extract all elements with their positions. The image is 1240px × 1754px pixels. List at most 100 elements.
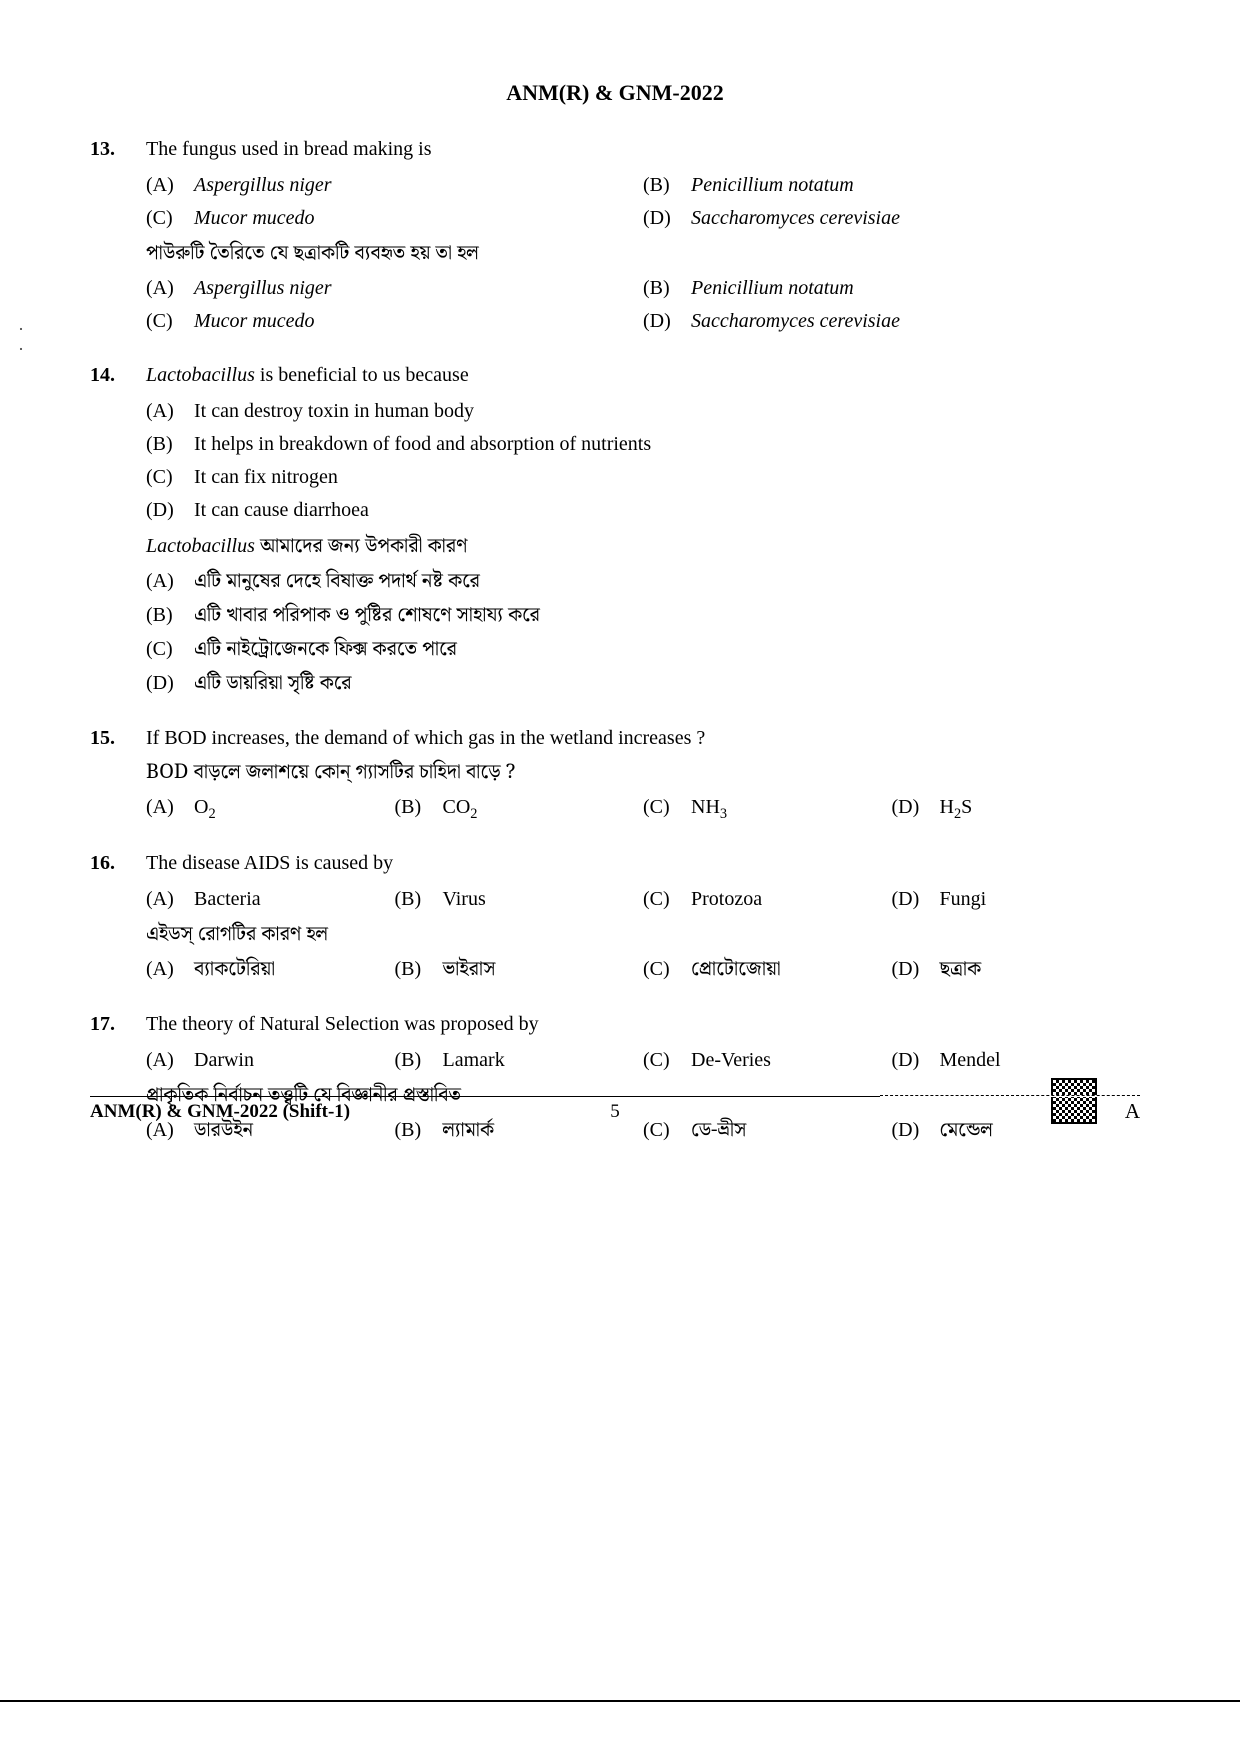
option-text: It can destroy toxin in human body: [194, 396, 1140, 427]
question-number: 15.: [90, 723, 146, 754]
question-stem-en: The disease AIDS is caused by: [146, 848, 1140, 879]
option-text: It can cause diarrhoea: [194, 495, 1140, 526]
option-text: ভাইরাস: [443, 955, 644, 986]
option-text: Saccharomyces cerevisiae: [691, 203, 1140, 234]
option-text: Aspergillus niger: [194, 170, 643, 201]
option-text: Penicillium notatum: [691, 170, 1140, 201]
option-text: H2S: [940, 792, 1141, 825]
question-stem-bn: পাউরুটি তৈরিতে যে ছত্রাকটি ব্যবহৃত হয় ত…: [146, 239, 1140, 270]
dashed-rule: [880, 1095, 1140, 1097]
option-text: Mucor mucedo: [194, 203, 643, 234]
option-text: এটি মানুষের দেহে বিষাক্ত পদার্থ নষ্ট করে: [194, 567, 1140, 598]
option-label: (A): [146, 1045, 194, 1076]
question-stem-bn: এইডস্ রোগটির কারণ হল: [146, 920, 1140, 951]
option-text: NH3: [691, 792, 892, 825]
option-text: It can fix nitrogen: [194, 462, 1140, 493]
option-text: O2: [194, 792, 395, 825]
option-label: (D): [892, 1045, 940, 1076]
option-label: (B): [643, 170, 691, 201]
option-text: Bacteria: [194, 884, 395, 915]
question-stem-en: The theory of Natural Selection was prop…: [146, 1009, 1140, 1040]
option-label: (A): [146, 954, 194, 985]
option-label: (B): [643, 273, 691, 304]
footer-exam-id: ANM(R) & GNM-2022 (Shift-1): [90, 1101, 350, 1123]
option-label: (D): [892, 884, 940, 915]
option-label: (D): [892, 792, 940, 823]
question-14: 14. Lactobacillus is beneficial to us be…: [90, 360, 1140, 701]
option-text: Mendel: [940, 1045, 1141, 1076]
option-label: (C): [146, 203, 194, 234]
option-text: It helps in breakdown of food and absorp…: [194, 429, 1140, 460]
option-text: Darwin: [194, 1045, 395, 1076]
question-stem-en: Lactobacillus is beneficial to us becaus…: [146, 360, 1140, 391]
option-label: (B): [395, 884, 443, 915]
option-label: (B): [395, 1045, 443, 1076]
option-label: (A): [146, 396, 194, 427]
option-text: Fungi: [940, 884, 1141, 915]
scan-artifact: ··: [18, 320, 24, 360]
option-label: (C): [146, 306, 194, 337]
question-16: 16. The disease AIDS is caused by (A)Bac…: [90, 848, 1140, 987]
question-stem-bn: Lactobacillus আমাদের জন্য উপকারী কারণ: [146, 531, 1140, 563]
option-label: (A): [146, 884, 194, 915]
option-label: (D): [643, 203, 691, 234]
option-label: (D): [643, 306, 691, 337]
question-15: 15. If BOD increases, the demand of whic…: [90, 723, 1140, 826]
option-text: Saccharomyces cerevisiae: [691, 306, 1140, 337]
option-label: (A): [146, 273, 194, 304]
question-number: 14.: [90, 360, 146, 391]
option-label: (C): [643, 792, 691, 823]
options-bn: (A)ব্যাকটেরিয়া (B)ভাইরাস (C)প্রোটোজোয়া…: [146, 953, 1140, 987]
option-text: De-Veries: [691, 1045, 892, 1076]
option-text: Lamark: [443, 1045, 644, 1076]
question-number: 17.: [90, 1009, 146, 1040]
option-text: Aspergillus niger: [194, 273, 643, 304]
options-en: (A)Aspergillus niger (B)Penicillium nota…: [146, 169, 1140, 235]
option-text: Virus: [443, 884, 644, 915]
question-stem-en: If BOD increases, the demand of which ga…: [146, 723, 1140, 754]
option-text: CO2: [443, 792, 644, 825]
options-en: (A)Bacteria (B)Virus (C)Protozoa (D)Fung…: [146, 883, 1140, 916]
options-bn: (A)এটি মানুষের দেহে বিষাক্ত পদার্থ নষ্ট …: [146, 565, 1140, 701]
option-label: (B): [146, 600, 194, 631]
options: (A)O2 (B)CO2 (C)NH3 (D)H2S: [146, 791, 1140, 826]
question-number: 16.: [90, 848, 146, 879]
option-label: (C): [146, 462, 194, 493]
option-label: (C): [146, 634, 194, 665]
option-text: ছত্রাক: [940, 955, 1141, 986]
exam-header: ANM(R) & GNM-2022: [90, 80, 1140, 106]
option-text: এটি খাবার পরিপাক ও পুষ্টির শোষণে সাহায্য…: [194, 601, 1140, 632]
option-label: (C): [643, 1045, 691, 1076]
option-label: (B): [146, 429, 194, 460]
question-number: 13.: [90, 134, 146, 165]
option-label: (B): [395, 792, 443, 823]
option-label: (D): [892, 954, 940, 985]
option-label: (A): [146, 170, 194, 201]
question-stem-bn: BOD বাড়লে জলাশয়ে কোন্ গ্যাসটির চাহিদা …: [146, 758, 1140, 789]
options-bn: (A)Aspergillus niger (B)Penicillium nota…: [146, 272, 1140, 338]
option-label: (B): [395, 954, 443, 985]
option-label: (D): [146, 495, 194, 526]
option-label: (A): [146, 566, 194, 597]
options-en: (A)It can destroy toxin in human body (B…: [146, 395, 1140, 527]
option-text: এটি ডায়রিয়া সৃষ্টি করে: [194, 669, 1140, 700]
option-text: Protozoa: [691, 884, 892, 915]
options-en: (A)Darwin (B)Lamark (C)De-Veries (D)Mend…: [146, 1044, 1140, 1077]
option-label: (C): [643, 954, 691, 985]
option-label: (C): [643, 884, 691, 915]
option-text: Mucor mucedo: [194, 306, 643, 337]
option-label: (D): [146, 668, 194, 699]
exam-page: ·· ANM(R) & GNM-2022 13. The fungus used…: [0, 0, 1240, 1754]
page-footer: ANM(R) & GNM-2022 (Shift-1) 5 A: [90, 1096, 1140, 1124]
booklet-letter: A: [1125, 1099, 1140, 1124]
footer-right: A: [1051, 1099, 1140, 1124]
question-13: 13. The fungus used in bread making is (…: [90, 134, 1140, 338]
option-text: প্রোটোজোয়া: [691, 955, 892, 986]
option-text: এটি নাইট্রোজেনকে ফিক্স করতে পারে: [194, 635, 1140, 666]
option-label: (A): [146, 792, 194, 823]
question-17: 17. The theory of Natural Selection was …: [90, 1009, 1140, 1148]
qr-icon: [1051, 1078, 1097, 1124]
question-stem-en: The fungus used in bread making is: [146, 134, 1140, 165]
option-text: ব্যাকটেরিয়া: [194, 955, 395, 986]
option-text: Penicillium notatum: [691, 273, 1140, 304]
